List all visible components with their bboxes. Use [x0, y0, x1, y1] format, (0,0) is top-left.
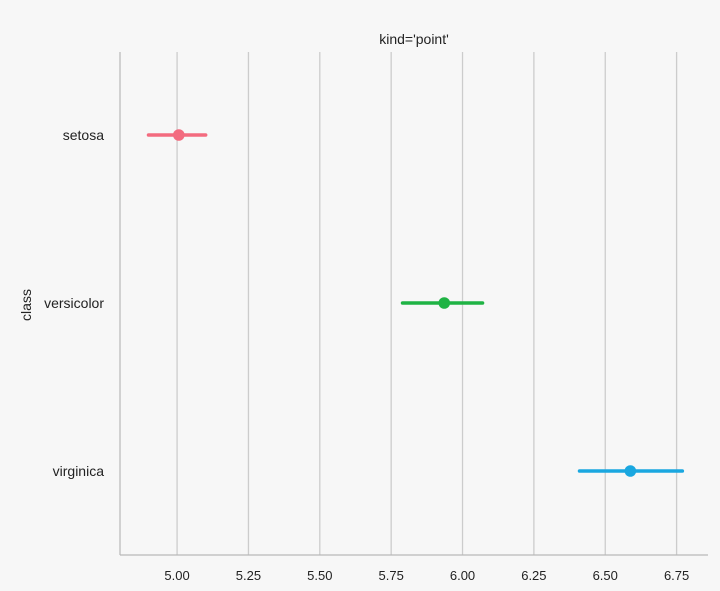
y-category-label: versicolor: [44, 295, 104, 311]
point-virginica: [624, 465, 637, 477]
x-tick-label: 6.25: [521, 568, 546, 583]
x-tick-label: 5.25: [236, 568, 261, 583]
x-tick-label: 6.00: [450, 568, 475, 583]
labels-layer: 5.00 5.25 5.50 5.75 6.00 6.25 6.50 6.75 setosa ve…: [44, 127, 689, 583]
marks-layer: [146, 129, 685, 477]
x-tick-label: 6.75: [664, 568, 689, 583]
chart-title: kind='point': [379, 31, 449, 47]
point-setosa: [173, 129, 185, 141]
point-versicolor: [438, 297, 451, 309]
x-tick-label: 5.00: [164, 568, 189, 583]
x-tick-label: 5.75: [379, 568, 404, 583]
y-category-label: virginica: [53, 463, 105, 479]
y-axis-label: class: [18, 289, 34, 321]
x-tick-label: 6.50: [593, 568, 618, 583]
y-category-label: setosa: [63, 127, 104, 143]
x-tick-label: 5.50: [307, 568, 332, 583]
